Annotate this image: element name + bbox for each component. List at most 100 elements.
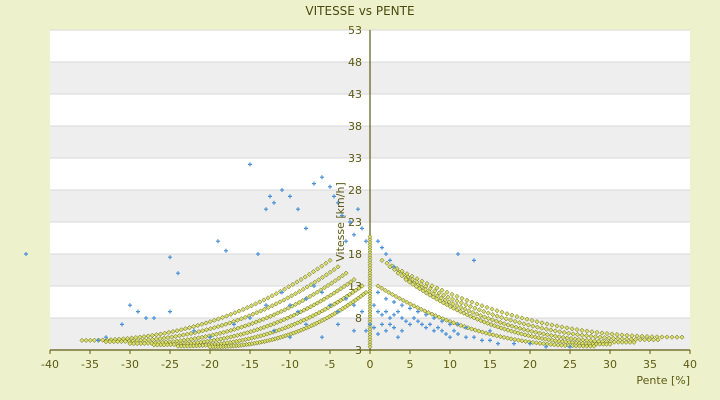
model-point	[417, 286, 423, 292]
measured-point	[456, 252, 460, 256]
model-point	[248, 303, 255, 309]
measured-point	[376, 309, 380, 314]
measured-point	[380, 322, 384, 327]
measured-point	[420, 322, 424, 327]
model-point	[487, 331, 493, 337]
model-point	[87, 337, 93, 343]
model-point	[646, 337, 652, 343]
model-point	[367, 300, 373, 306]
model-point	[165, 335, 171, 341]
model-point	[319, 274, 326, 280]
model-point	[304, 305, 310, 312]
measured-point	[264, 303, 268, 308]
model-point	[562, 342, 568, 348]
model-point	[533, 329, 539, 335]
model-point	[324, 315, 330, 321]
model-point	[539, 335, 545, 342]
model-point	[314, 300, 320, 306]
model-point	[642, 337, 648, 343]
model-point	[451, 320, 457, 326]
model-point	[215, 316, 221, 322]
model-point	[525, 327, 531, 333]
model-point	[532, 334, 538, 340]
model-point	[536, 335, 542, 341]
measured-point	[432, 316, 436, 320]
measured-point	[288, 335, 292, 340]
model-point	[397, 295, 403, 301]
measured-point	[448, 335, 452, 340]
measured-point	[168, 309, 172, 314]
model-point	[207, 344, 213, 350]
measured-point	[528, 341, 532, 346]
model-point	[214, 337, 220, 343]
measured-point	[216, 239, 220, 244]
measured-point	[356, 207, 360, 212]
model-point	[543, 326, 549, 332]
model-point	[314, 320, 320, 326]
model-point	[450, 301, 456, 307]
model-point	[251, 328, 257, 334]
model-point	[367, 303, 373, 309]
model-point	[529, 328, 535, 334]
model-point	[439, 287, 445, 293]
model-point	[207, 319, 213, 325]
measured-point	[272, 328, 276, 333]
measured-point	[120, 322, 124, 327]
model-point	[367, 275, 373, 281]
model-point	[255, 334, 261, 340]
model-point	[367, 257, 373, 263]
model-point	[306, 324, 312, 330]
model-point	[367, 259, 373, 265]
model-point	[153, 336, 159, 342]
model-point	[508, 336, 514, 342]
model-point	[584, 328, 590, 334]
model-point	[332, 310, 338, 317]
measured-point	[348, 220, 352, 224]
model-point	[429, 311, 435, 317]
measured-point	[104, 335, 108, 340]
model-point	[437, 298, 443, 304]
model-point	[664, 334, 670, 340]
model-point	[249, 320, 255, 326]
model-point	[569, 326, 575, 332]
measured-point	[456, 332, 460, 336]
model-point	[399, 273, 405, 279]
x-tick-label: 40	[683, 358, 697, 371]
model-point	[597, 334, 603, 340]
model-point	[556, 338, 562, 344]
model-point	[149, 340, 155, 346]
model-point	[575, 332, 581, 338]
model-point	[467, 303, 473, 310]
y-tick-label: 3	[355, 344, 362, 357]
model-point	[400, 297, 406, 303]
model-point	[367, 336, 373, 342]
model-point	[329, 312, 335, 318]
model-point	[196, 329, 202, 335]
model-point	[367, 329, 373, 334]
model-point	[280, 334, 286, 340]
model-point	[418, 306, 424, 312]
model-point	[218, 336, 224, 342]
measured-point	[384, 328, 388, 333]
model-point	[367, 316, 373, 321]
measured-point	[440, 319, 444, 324]
x-tick-label: -5	[325, 358, 336, 371]
model-point	[568, 335, 574, 342]
model-point	[258, 333, 264, 339]
measured-point	[128, 303, 132, 308]
model-point	[367, 298, 373, 304]
measured-point	[472, 258, 476, 263]
model-point	[544, 332, 551, 338]
model-point	[234, 332, 240, 338]
model-point	[522, 332, 528, 338]
model-point	[141, 340, 147, 346]
measured-point	[344, 239, 348, 244]
y-tick-label: 28	[348, 184, 362, 197]
measured-point	[192, 328, 196, 333]
measured-point	[412, 316, 416, 320]
measured-point	[340, 213, 344, 218]
model-point	[234, 317, 241, 323]
model-point	[474, 301, 480, 307]
measured-point	[280, 188, 284, 192]
measured-point	[352, 303, 356, 308]
